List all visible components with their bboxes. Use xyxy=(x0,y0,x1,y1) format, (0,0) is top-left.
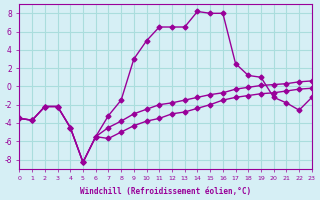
X-axis label: Windchill (Refroidissement éolien,°C): Windchill (Refroidissement éolien,°C) xyxy=(80,187,251,196)
